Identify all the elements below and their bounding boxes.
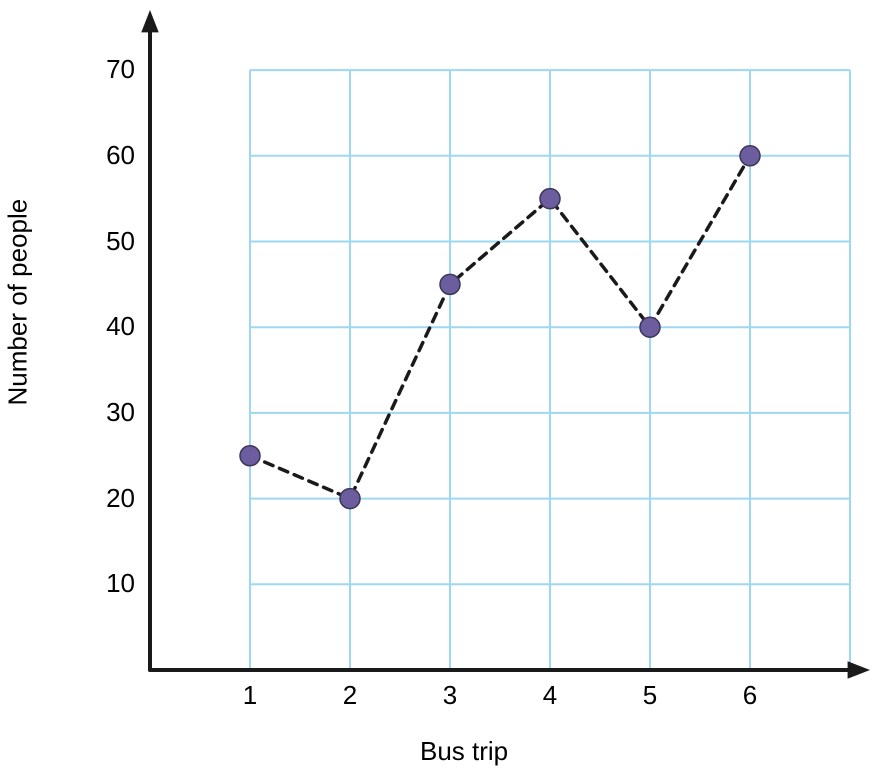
y-tick-label: 10: [95, 568, 135, 599]
chart-svg: [130, 10, 870, 710]
x-axis-label: Bus trip: [420, 736, 508, 767]
y-tick-label: 40: [95, 311, 135, 342]
y-tick-label: 30: [95, 397, 135, 428]
chart-container: Number of people Bus trip 10 20 30 40 50 60 70…: [0, 0, 885, 777]
x-tick-label: 6: [735, 680, 765, 711]
plot-area: [130, 10, 870, 710]
y-axis-label: Number of people: [3, 199, 34, 406]
x-tick-label: 2: [335, 680, 365, 711]
x-tick-label: 1: [235, 680, 265, 711]
y-tick-label: 70: [95, 54, 135, 85]
y-tick-label: 50: [95, 226, 135, 257]
y-tick-label: 20: [95, 483, 135, 514]
x-tick-label: 4: [535, 680, 565, 711]
x-tick-label: 5: [635, 680, 665, 711]
x-tick-label: 3: [435, 680, 465, 711]
y-tick-label: 60: [95, 140, 135, 171]
